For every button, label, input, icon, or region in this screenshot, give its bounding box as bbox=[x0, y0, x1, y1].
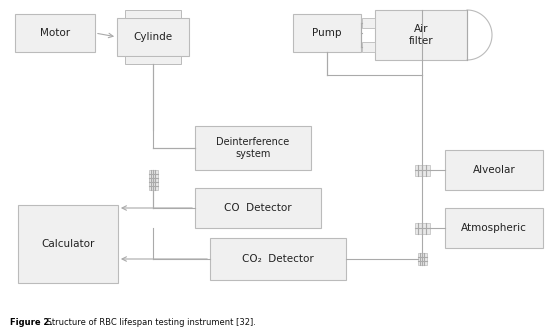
Bar bbox=[414, 222, 430, 233]
Bar bbox=[15, 14, 95, 52]
Text: Motor: Motor bbox=[40, 28, 70, 38]
Bar bbox=[125, 10, 181, 18]
Text: CO  Detector: CO Detector bbox=[224, 203, 292, 213]
Bar bbox=[195, 126, 311, 170]
Bar bbox=[18, 205, 118, 283]
Bar bbox=[445, 150, 543, 190]
Text: Figure 2.: Figure 2. bbox=[10, 318, 53, 327]
Bar bbox=[375, 10, 467, 60]
Text: Pump: Pump bbox=[312, 28, 342, 38]
Text: CO₂  Detector: CO₂ Detector bbox=[242, 254, 314, 264]
Bar bbox=[362, 42, 375, 52]
Text: Air
filter: Air filter bbox=[409, 24, 433, 46]
Text: Atmospheric: Atmospheric bbox=[461, 223, 527, 233]
Bar bbox=[414, 165, 430, 175]
Text: Structure of RBC lifespan testing instrument [32].: Structure of RBC lifespan testing instru… bbox=[44, 318, 256, 327]
Bar bbox=[117, 18, 189, 56]
Bar bbox=[148, 170, 157, 182]
Text: Calculator: Calculator bbox=[41, 239, 95, 249]
Bar bbox=[293, 14, 361, 52]
Bar bbox=[148, 178, 157, 190]
Bar bbox=[362, 18, 375, 28]
Bar bbox=[195, 188, 321, 228]
Text: Alveolar: Alveolar bbox=[473, 165, 515, 175]
Text: Cylinde: Cylinde bbox=[133, 32, 172, 42]
Bar bbox=[418, 253, 427, 265]
Bar bbox=[210, 238, 346, 280]
Text: Deinterference
system: Deinterference system bbox=[216, 137, 290, 159]
Bar bbox=[125, 56, 181, 64]
Bar bbox=[445, 208, 543, 248]
